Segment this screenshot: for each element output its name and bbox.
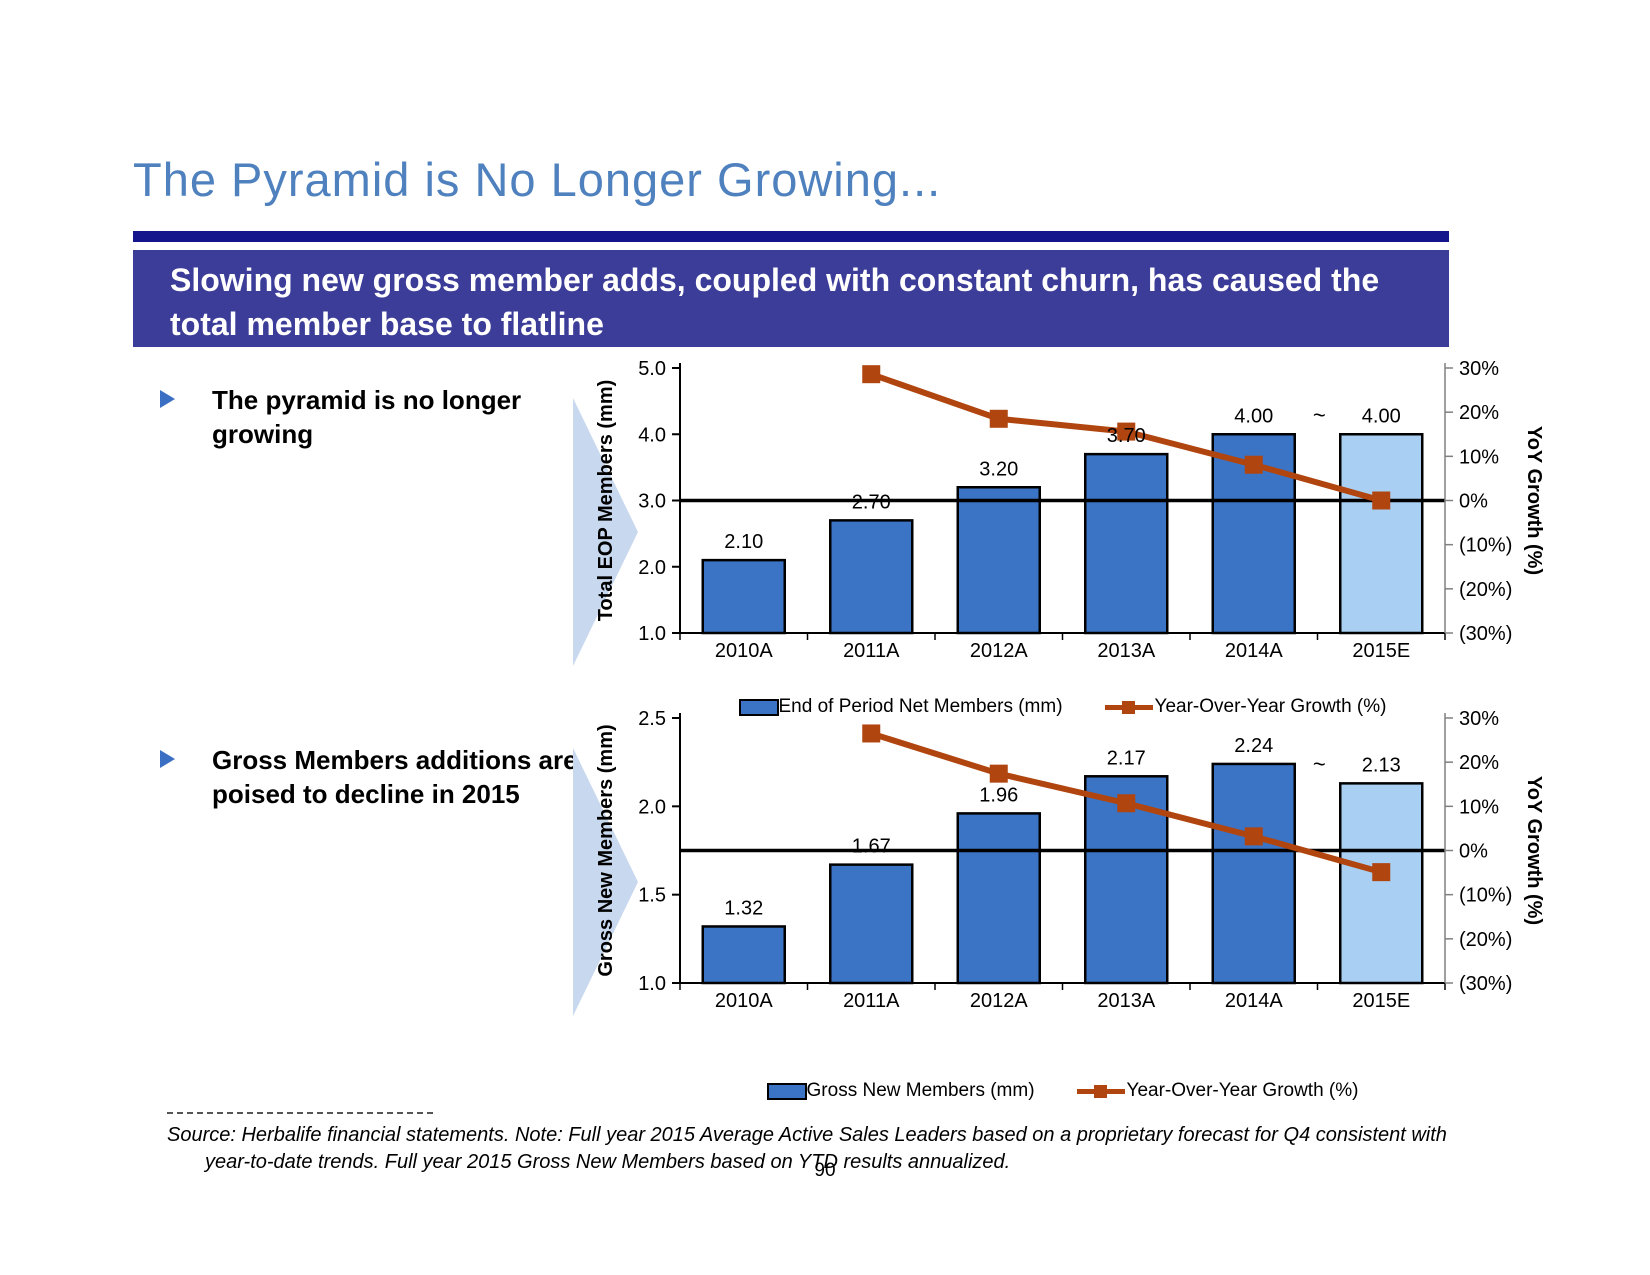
svg-text:1.0: 1.0 bbox=[638, 623, 666, 645]
legend-item-line: Year-Over-Year Growth (%) bbox=[1076, 1080, 1359, 1102]
svg-text:20%: 20% bbox=[1459, 752, 1499, 774]
svg-text:2014A: 2014A bbox=[1225, 640, 1283, 662]
svg-text:2.70: 2.70 bbox=[852, 491, 891, 513]
svg-text:30%: 30% bbox=[1459, 358, 1499, 380]
svg-text:2011A: 2011A bbox=[843, 990, 900, 1012]
svg-text:(10%): (10%) bbox=[1459, 535, 1512, 557]
legend-label: Gross New Members (mm) bbox=[806, 1080, 1035, 1101]
legend-item-bars: End of Period Net Members (mm) bbox=[738, 696, 1063, 718]
svg-text:(20%): (20%) bbox=[1459, 929, 1512, 951]
svg-text:2.13: 2.13 bbox=[1362, 754, 1401, 776]
bullet-text: Gross Members additions are poised to de… bbox=[212, 745, 578, 809]
svg-text:(10%): (10%) bbox=[1459, 885, 1512, 907]
svg-text:1.67: 1.67 bbox=[852, 836, 891, 858]
svg-text:0%: 0% bbox=[1459, 491, 1488, 513]
svg-text:3.0: 3.0 bbox=[638, 491, 666, 513]
bullet-text: The pyramid is no longer growing bbox=[212, 385, 522, 449]
svg-text:YoY Growth (%): YoY Growth (%) bbox=[1523, 776, 1545, 925]
legend-item-line: Year-Over-Year Growth (%) bbox=[1104, 696, 1387, 718]
legend-label: Year-Over-Year Growth (%) bbox=[1126, 1080, 1359, 1101]
triangle-bullet-icon bbox=[160, 750, 175, 768]
svg-text:2015E: 2015E bbox=[1352, 640, 1410, 662]
svg-text:Gross New Members (mm): Gross New Members (mm) bbox=[595, 724, 617, 976]
page-title: The Pyramid is No Longer Growing... bbox=[133, 153, 942, 206]
subtitle-banner-text: Slowing new gross member adds, coupled w… bbox=[170, 262, 1380, 342]
svg-text:2010A: 2010A bbox=[715, 990, 773, 1012]
svg-text:2.5: 2.5 bbox=[638, 708, 666, 730]
chart-legend: Gross New Members (mm) Year-Over-Year Gr… bbox=[680, 1078, 1445, 1104]
svg-text:2015E: 2015E bbox=[1352, 990, 1410, 1012]
svg-text:5.0: 5.0 bbox=[638, 358, 666, 380]
svg-text:2013A: 2013A bbox=[1097, 990, 1155, 1012]
svg-text:10%: 10% bbox=[1459, 796, 1499, 818]
svg-text:2012A: 2012A bbox=[970, 990, 1028, 1012]
svg-text:YoY Growth (%): YoY Growth (%) bbox=[1523, 426, 1545, 575]
line-swatch-icon bbox=[1104, 700, 1153, 715]
bullet-item-1: The pyramid is no longer growing bbox=[160, 383, 580, 451]
svg-text:1.0: 1.0 bbox=[638, 973, 666, 995]
svg-text:1.32: 1.32 bbox=[724, 897, 763, 919]
svg-text:2014A: 2014A bbox=[1225, 990, 1283, 1012]
svg-text:~: ~ bbox=[1313, 402, 1326, 427]
svg-text:10%: 10% bbox=[1459, 446, 1499, 468]
right-arrow-shape bbox=[573, 748, 638, 1016]
chart-gross-new-members: 1.32 1.67 1.96 2.17 2.24 2.13 ~2.5 2.0 1.5 1.0 201… bbox=[595, 708, 1545, 1012]
svg-text:30%: 30% bbox=[1459, 708, 1499, 730]
svg-text:1.5: 1.5 bbox=[638, 885, 666, 907]
page-number: 90 bbox=[814, 1160, 836, 1181]
svg-text:~: ~ bbox=[1313, 751, 1326, 776]
svg-text:2.10: 2.10 bbox=[724, 531, 763, 553]
chart-legend: End of Period Net Members (mm) Year-Over… bbox=[680, 694, 1445, 720]
svg-text:2013A: 2013A bbox=[1097, 640, 1155, 662]
svg-text:3.20: 3.20 bbox=[979, 458, 1018, 480]
chart-total-eop-members: 2.10 2.70 3.20 3.70 4.00 4.00 ~5.0 4.0 3.0 2.0 1.0… bbox=[595, 358, 1545, 662]
svg-text:2011A: 2011A bbox=[843, 640, 900, 662]
svg-text:1.96: 1.96 bbox=[979, 784, 1018, 806]
svg-text:2.24: 2.24 bbox=[1234, 735, 1273, 757]
svg-text:(30%): (30%) bbox=[1459, 973, 1512, 995]
bar-swatch-icon bbox=[738, 698, 779, 716]
svg-text:Total EOP Members (mm): Total EOP Members (mm) bbox=[595, 380, 617, 622]
legend-label: Year-Over-Year Growth (%) bbox=[1154, 696, 1387, 717]
bullet-item-2: Gross Members additions are poised to de… bbox=[160, 743, 580, 811]
svg-text:3.70: 3.70 bbox=[1107, 425, 1146, 447]
line-swatch-icon bbox=[1076, 1084, 1125, 1099]
svg-text:(20%): (20%) bbox=[1459, 579, 1512, 601]
legend-label: End of Period Net Members (mm) bbox=[778, 696, 1063, 717]
svg-text:2012A: 2012A bbox=[970, 640, 1028, 662]
svg-text:4.00: 4.00 bbox=[1362, 405, 1401, 427]
svg-text:2010A: 2010A bbox=[715, 640, 773, 662]
source-footnote: Source: Herbalife financial statements. … bbox=[167, 1124, 1447, 1173]
bar-swatch-icon bbox=[766, 1082, 807, 1100]
svg-text:(30%): (30%) bbox=[1459, 623, 1512, 645]
footnote-separator bbox=[167, 1112, 433, 1114]
triangle-bullet-icon bbox=[160, 390, 175, 408]
svg-text:4.0: 4.0 bbox=[638, 424, 666, 446]
svg-text:2.0: 2.0 bbox=[638, 557, 666, 579]
svg-text:4.00: 4.00 bbox=[1234, 405, 1273, 427]
right-arrow-shape bbox=[573, 398, 638, 666]
svg-text:2.17: 2.17 bbox=[1107, 747, 1146, 769]
svg-text:0%: 0% bbox=[1459, 841, 1488, 863]
subtitle-banner: Slowing new gross member adds, coupled w… bbox=[133, 250, 1449, 347]
title-underline-rule bbox=[133, 231, 1449, 242]
svg-text:20%: 20% bbox=[1459, 402, 1499, 424]
legend-item-bars: Gross New Members (mm) bbox=[766, 1080, 1035, 1102]
svg-text:2.0: 2.0 bbox=[638, 796, 666, 818]
